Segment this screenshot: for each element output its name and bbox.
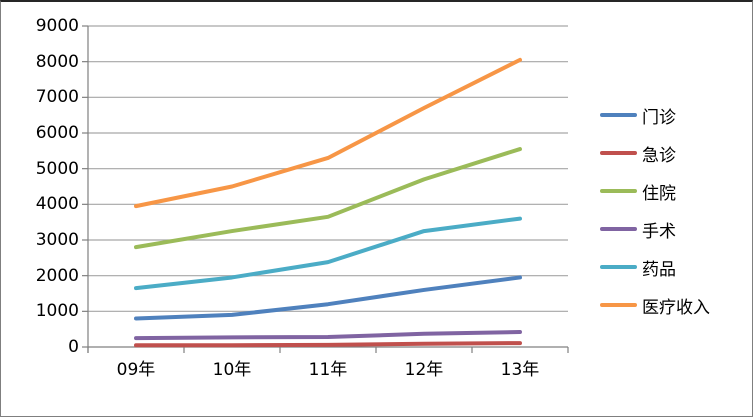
- y-tick-label: 9000: [35, 16, 79, 36]
- legend-line-swatch: [600, 303, 637, 307]
- legend: 门诊急诊住院手术药品医疗收入: [600, 96, 710, 324]
- y-tick-label: 1000: [35, 301, 79, 322]
- legend-label: 门诊: [642, 107, 676, 128]
- y-tick-label: 0: [68, 337, 79, 357]
- x-tick-label: 09年: [116, 360, 156, 380]
- legend-item-outpatient: 门诊: [600, 96, 710, 134]
- legend-line-swatch: [600, 265, 637, 269]
- legend-line-swatch: [600, 151, 637, 155]
- legend-label: 急诊: [642, 145, 676, 166]
- series-line-emergency: [134, 341, 522, 348]
- x-tick-label: 12年: [404, 360, 444, 380]
- series-line-inpatient: [134, 147, 522, 250]
- legend-item-inpatient: 住院: [600, 172, 710, 210]
- legend-item-revenue: 医疗收入: [600, 286, 710, 324]
- y-tick-label: 6000: [35, 123, 79, 143]
- legend-item-emergency: 急诊: [600, 134, 710, 172]
- legend-line-swatch: [600, 189, 637, 193]
- legend-line-swatch: [600, 113, 637, 117]
- legend-label: 医疗收入: [642, 297, 710, 318]
- legend-item-surgery: 手术: [600, 210, 710, 248]
- legend-label: 手术: [642, 221, 676, 242]
- y-tick-label: 3000: [35, 230, 79, 250]
- series-line-surgery: [134, 330, 522, 341]
- series-line-medicine: [134, 216, 522, 291]
- y-tick-label: 2000: [35, 265, 79, 286]
- series-line-outpatient: [134, 275, 522, 321]
- legend-label: 药品: [642, 259, 676, 280]
- series-line-revenue: [134, 57, 522, 209]
- x-tick-label: 13年: [500, 360, 540, 380]
- legend-label: 住院: [642, 183, 676, 204]
- x-tick-label: 10年: [212, 360, 252, 380]
- y-tick-label: 4000: [35, 194, 79, 215]
- legend-item-medicine: 药品: [600, 248, 710, 286]
- legend-line-swatch: [600, 227, 637, 231]
- x-tick-label: 11年: [308, 360, 348, 380]
- y-tick-label: 5000: [35, 158, 79, 179]
- y-tick-label: 7000: [35, 87, 79, 108]
- y-tick-label: 8000: [35, 51, 79, 72]
